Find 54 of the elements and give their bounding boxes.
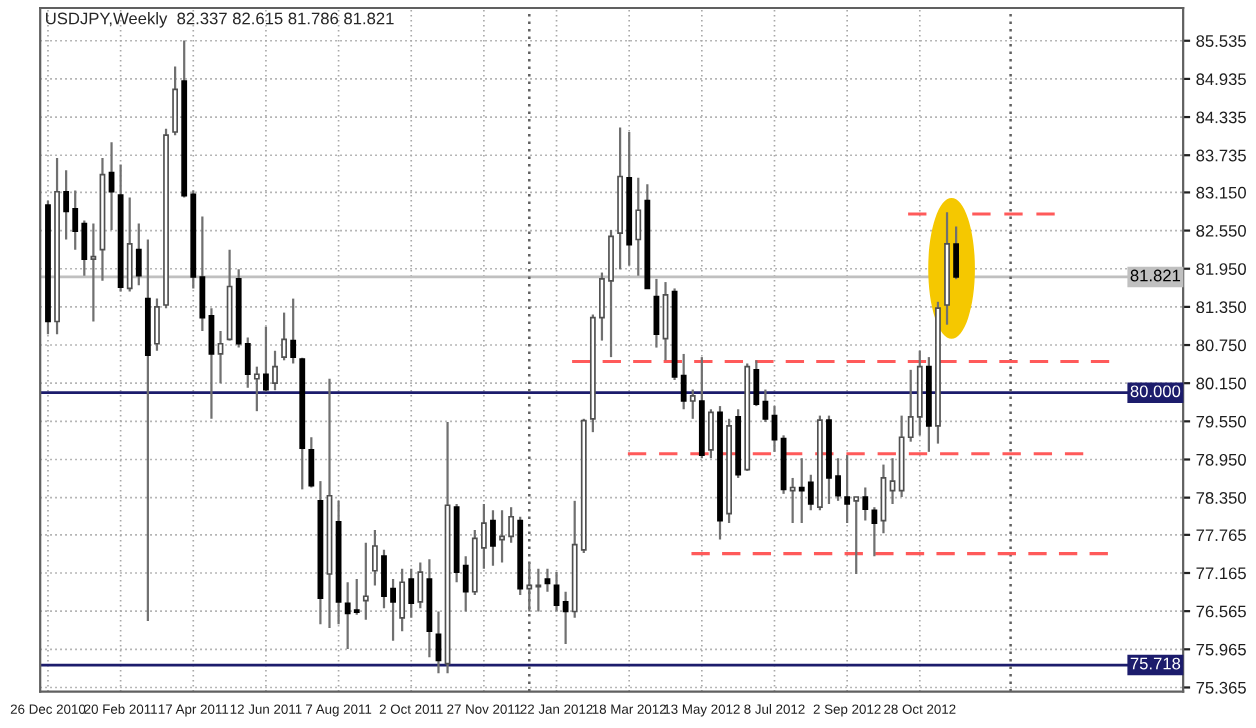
y-tick-label: 83.150	[1196, 186, 1246, 199]
candlestick	[217, 329, 224, 385]
candlestick	[635, 176, 642, 277]
candlestick	[544, 567, 551, 593]
chart-title: USDJPY,Weekly 82.337 82.615 81.786 81.821	[46, 12, 394, 28]
y-tick-label: 79.550	[1196, 415, 1246, 428]
candlestick	[953, 225, 960, 281]
y-tick-label: 75.965	[1196, 643, 1246, 656]
ref-line-label: 75.718	[1130, 657, 1181, 670]
y-tick-label: 85.535	[1196, 35, 1246, 47]
candlestick	[708, 408, 714, 460]
candlestick	[807, 473, 814, 512]
candlestick	[853, 495, 860, 576]
candlestick	[862, 486, 869, 522]
y-tick-label: 77.165	[1196, 567, 1246, 580]
y-tick-label: 84.335	[1196, 111, 1246, 124]
ref-line-label: 81.821	[1130, 269, 1181, 282]
y-tick-label: 84.935	[1196, 73, 1246, 86]
candlestick	[562, 590, 569, 646]
candlestick	[63, 169, 70, 241]
y-tick-label: 78.950	[1196, 453, 1246, 466]
candlestick	[126, 196, 133, 293]
candlestick	[290, 297, 297, 365]
y-tick-label: 75.365	[1196, 681, 1246, 694]
candlestick	[154, 297, 160, 352]
candlestick	[281, 311, 288, 362]
y-tick-label: 81.350	[1196, 301, 1246, 314]
candlestick	[272, 349, 278, 392]
candlestick	[526, 561, 533, 613]
y-tick-label: 77.765	[1196, 529, 1246, 542]
candlestick	[308, 436, 315, 489]
y-tick-label: 83.735	[1196, 149, 1246, 162]
candlestick	[408, 567, 415, 619]
candlestick	[90, 222, 97, 323]
candlestick	[789, 476, 796, 525]
candlestick	[263, 325, 269, 393]
y-tick-label: 80.150	[1196, 377, 1246, 390]
candlestick	[253, 365, 260, 413]
y-tick-label: 78.350	[1196, 492, 1246, 504]
ref-line-label: 80.000	[1130, 385, 1181, 398]
y-tick-label: 82.550	[1196, 224, 1246, 237]
candlestick	[399, 567, 406, 633]
candlestick	[417, 561, 424, 610]
candlestick	[689, 388, 696, 420]
candlestick	[490, 509, 496, 567]
candlestick	[353, 577, 360, 616]
y-tick-label: 80.750	[1196, 339, 1246, 352]
candlestick	[371, 528, 378, 587]
y-tick-label: 76.565	[1196, 605, 1246, 618]
candlestick	[135, 222, 142, 287]
candlestick	[871, 506, 878, 558]
candlestick	[172, 65, 179, 137]
candlestick	[362, 541, 369, 621]
y-tick-label: 81.950	[1196, 263, 1246, 275]
